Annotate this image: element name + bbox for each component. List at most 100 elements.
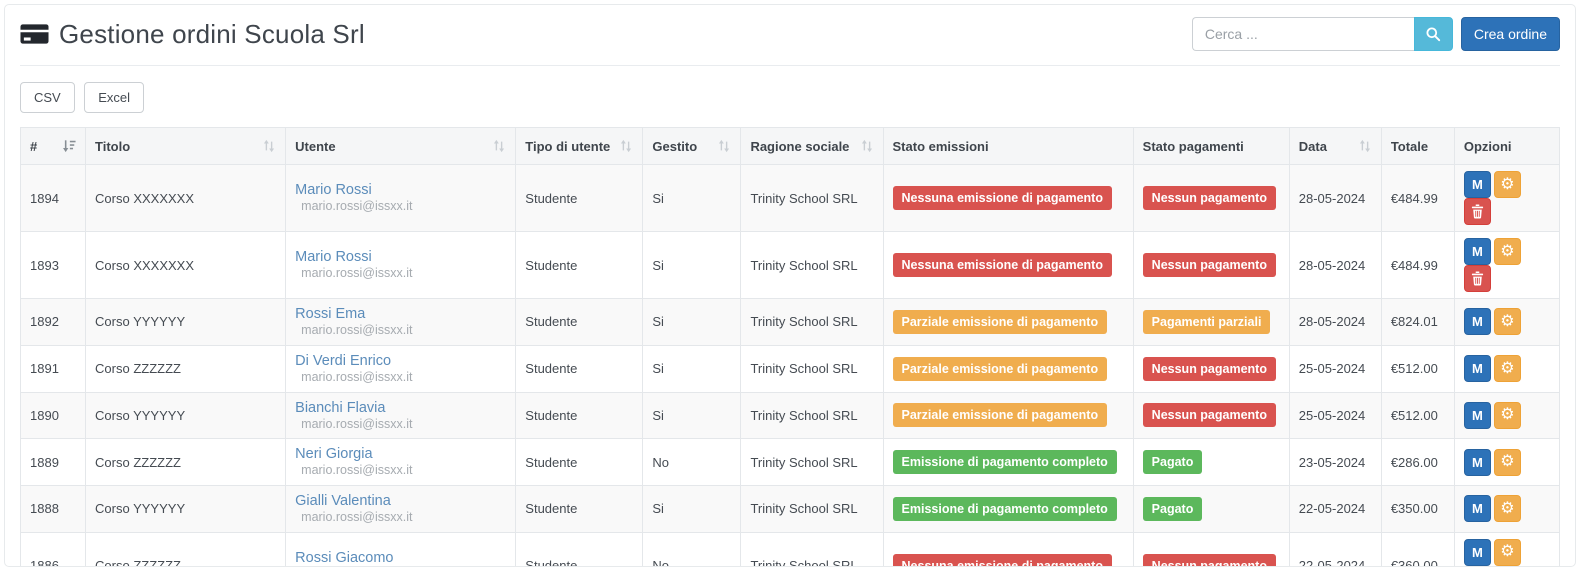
settings-button[interactable]: ⚙ — [1493, 495, 1521, 523]
cell-user-type: Studente — [515, 344, 644, 393]
user-link[interactable]: Mario Rossi — [295, 249, 372, 266]
cell-options: M ⚙ — [1453, 298, 1561, 346]
emission-status-badge: Nessuna emissione di pagamento — [892, 253, 1112, 277]
cell-title: Corso ZZZZZZ — [85, 438, 287, 486]
emission-status-badge: Emissione di pagamento completo — [892, 450, 1117, 475]
cell-company-name: Trinity School SRL — [740, 344, 884, 393]
cell-user: Bianchi Flavia mario.rossi@issxx.it — [285, 391, 517, 440]
delete-button[interactable] — [1463, 265, 1491, 292]
cell-date: 25-05-2024 — [1288, 391, 1382, 440]
user-link[interactable]: Rossi Ema — [295, 306, 366, 322]
search-icon — [1425, 26, 1441, 42]
user-link[interactable]: Gialli Valentina — [295, 493, 391, 509]
column-label: Stato emissioni — [892, 138, 989, 154]
user-link[interactable]: Mario Rossi — [295, 182, 372, 199]
column-header-titolo[interactable]: Titolo — [85, 127, 287, 165]
cell-title: Corso YYYYYY — [85, 391, 287, 440]
user-link[interactable]: Di Verdi Enrico — [295, 352, 392, 369]
create-order-button[interactable]: Crea ordine — [1460, 17, 1560, 51]
cell-managed: Si — [642, 344, 742, 393]
cell-title: Corso XXXXXXX — [85, 164, 287, 232]
cell-order-id: 1889 — [19, 438, 87, 486]
delete-button[interactable] — [1463, 198, 1491, 225]
cell-options: M ⚙ — [1453, 531, 1561, 566]
manage-button[interactable]: M — [1463, 401, 1491, 429]
page-title: Gestione ordini Scuola Srl — [59, 18, 365, 49]
settings-button[interactable]: ⚙ — [1493, 538, 1521, 566]
cell-order-id: 1890 — [19, 391, 87, 440]
cell-order-id: 1891 — [19, 344, 87, 393]
cell-total: €350.00 — [1380, 485, 1455, 533]
sort-icon — [262, 139, 276, 153]
cell-user: Rossi Giacomomario.rossi@issxx.it — [285, 531, 517, 566]
settings-button[interactable]: ⚙ — [1493, 401, 1521, 429]
cell-payment-status: Nessun pagamento — [1132, 344, 1290, 393]
user-email: mario.rossi@issxx.it — [301, 510, 413, 525]
settings-button[interactable]: ⚙ — [1493, 308, 1521, 336]
column-header-utente[interactable]: Utente — [285, 127, 517, 165]
column-label: Utente — [295, 138, 336, 154]
settings-button[interactable]: ⚙ — [1493, 238, 1521, 265]
cell-payment-status: Nessun pagamento — [1132, 391, 1290, 440]
column-header-gestito[interactable]: Gestito — [642, 127, 742, 165]
cell-emission-status: Parziale emissione di pagamento — [882, 344, 1134, 393]
manage-button[interactable]: M — [1463, 495, 1491, 523]
cell-emission-status: Nessuna emissione di pagamento — [882, 531, 1134, 566]
manage-button[interactable]: M — [1463, 171, 1491, 198]
manage-button[interactable]: M — [1463, 308, 1491, 336]
cell-date: 28-05-2024 — [1288, 164, 1382, 232]
user-link[interactable]: Rossi Giacomo — [295, 549, 394, 566]
table-row: 1894 Corso XXXXXXX Mario Rossi mario.rossi@… — [19, 164, 1561, 232]
emission-status-badge: Nessuna emissione di pagamento — [892, 553, 1112, 566]
settings-button[interactable]: ⚙ — [1493, 171, 1521, 198]
csv-export-button[interactable]: CSV — [20, 82, 75, 113]
user-link[interactable]: Bianchi Flavia — [295, 399, 386, 416]
cell-emission-status: Emissione di pagamento completo — [882, 438, 1134, 486]
column-header-ragione-sociale[interactable]: Ragione sociale — [740, 127, 884, 165]
manage-button[interactable]: M — [1463, 538, 1491, 566]
search-input[interactable] — [1191, 17, 1414, 51]
export-toolbar: CSV Excel — [20, 82, 1560, 113]
user-email: mario.rossi@issxx.it — [301, 463, 413, 478]
gear-icon: ⚙ — [1500, 453, 1515, 471]
user-link[interactable]: Neri Giorgia — [295, 446, 373, 463]
cell-user: Di Verdi Enrico mario.rossi@issxx.it — [285, 344, 517, 393]
cell-company-name: Trinity School SRL — [740, 231, 884, 299]
cell-managed: Si — [642, 164, 742, 232]
column-header-opzioni: Opzioni — [1453, 127, 1561, 165]
table-row: 1890 Corso YYYYYY Bianchi Flavia mario.ross… — [19, 391, 1561, 440]
trash-icon — [1471, 204, 1484, 219]
delete-button[interactable] — [1463, 565, 1491, 566]
cell-total: €484.99 — [1380, 164, 1455, 232]
column-header-num[interactable]: # — [19, 127, 87, 165]
column-label: Stato pagamenti — [1142, 138, 1244, 154]
settings-button[interactable]: ⚙ — [1493, 355, 1521, 383]
sort-icon — [717, 139, 731, 153]
gear-icon: ⚙ — [1500, 543, 1515, 561]
settings-button[interactable]: ⚙ — [1493, 448, 1521, 476]
cell-user: Neri Giorgia mario.rossi@issxx.it — [285, 438, 517, 486]
cell-title: Corso YYYYYY — [85, 485, 287, 533]
cell-options: M ⚙ — [1453, 344, 1561, 393]
manage-button[interactable]: M — [1463, 448, 1491, 476]
emission-status-badge: Emissione di pagamento completo — [892, 496, 1117, 521]
cell-total: €512.00 — [1380, 391, 1455, 440]
search-button[interactable] — [1413, 17, 1453, 51]
cell-company-name: Trinity School SRL — [740, 164, 884, 232]
payment-status-badge: Nessun pagamento — [1142, 356, 1276, 381]
column-label: Gestito — [652, 138, 698, 154]
cell-user: Rossi Ema mario.rossi@issxx.it — [285, 298, 517, 346]
panel-header: Gestione ordini Scuola Srl Crea ordine — [20, 17, 1560, 51]
sort-icon — [860, 139, 874, 153]
cell-total: €484.99 — [1380, 231, 1455, 299]
cell-emission-status: Nessuna emissione di pagamento — [882, 231, 1134, 299]
excel-export-button[interactable]: Excel — [84, 82, 144, 113]
column-header-data[interactable]: Data — [1288, 127, 1382, 165]
manage-button[interactable]: M — [1463, 238, 1491, 265]
trash-icon — [1471, 271, 1484, 286]
manage-button[interactable]: M — [1463, 355, 1491, 383]
sort-icon — [619, 139, 633, 153]
cell-date: 28-05-2024 — [1288, 298, 1382, 346]
cell-user-type: Studente — [515, 231, 644, 299]
column-header-tipo-di-utente[interactable]: Tipo di utente — [515, 127, 644, 165]
